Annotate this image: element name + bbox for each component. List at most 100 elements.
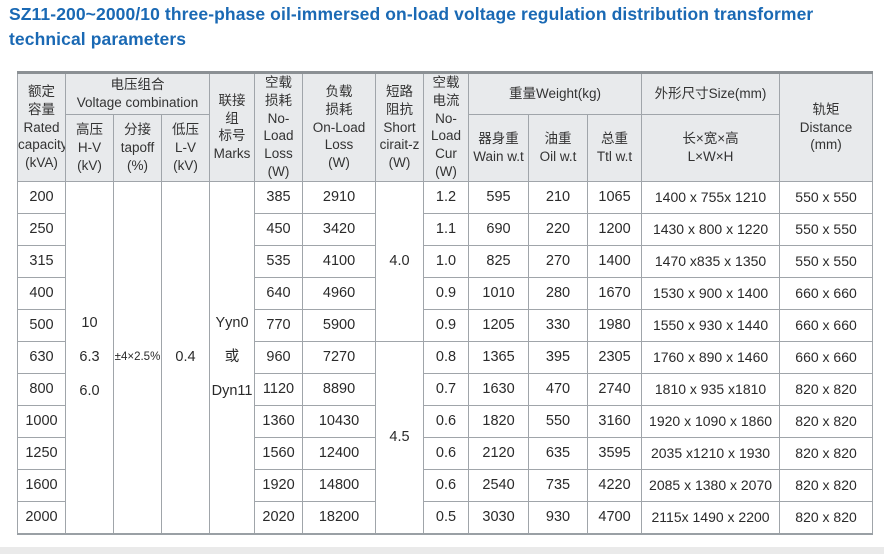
- cell-rated-capacity: 800: [17, 372, 66, 406]
- table-row: 250 450 3420 1.1 690 220 1200 1430 x 800 x 1220…: [17, 212, 874, 246]
- cell-no-load-current: 0.9: [423, 276, 470, 310]
- header-row-top: 额定 容量 Rated capacity (kVA) 电压组合 Voltage combi…: [17, 72, 874, 182]
- cell-oil-weight: 280: [528, 276, 589, 310]
- cell-size: 1550 x 930 x 1440: [641, 308, 781, 342]
- cell-no-load-loss: 2020: [254, 500, 304, 535]
- col-header-short-circuit-z: 短路 阻抗 Short cirait-z (W): [375, 72, 425, 182]
- cell-total-weight: 3595: [587, 436, 643, 470]
- cell-oil-weight: 330: [528, 308, 589, 342]
- cell-no-load-loss: 1920: [254, 468, 304, 502]
- cell-rated-capacity: 315: [17, 244, 66, 278]
- cell-no-load-current: 0.7: [423, 372, 470, 406]
- cell-rated-capacity: 400: [17, 276, 66, 310]
- cell-distance: 660 x 660: [779, 308, 874, 342]
- cell-rated-capacity: 1000: [17, 404, 66, 438]
- cell-rated-capacity: 630: [17, 340, 66, 374]
- cell-body-weight: 2540: [468, 468, 530, 502]
- cell-oil-weight: 635: [528, 436, 589, 470]
- cell-body-weight: 2120: [468, 436, 530, 470]
- cell-size: 2085 x 1380 x 2070: [641, 468, 781, 502]
- cell-oil-weight: 930: [528, 500, 589, 535]
- col-header-tapoff: 分接 tapoff (%): [113, 113, 162, 182]
- table-row: 315 535 4100 1.0 825 270 1400 1470 x835 x 1350 5…: [17, 244, 874, 278]
- cell-size: 1470 x835 x 1350: [641, 244, 781, 278]
- cell-size: 2035 x1210 x 1930: [641, 436, 781, 470]
- cell-body-weight: 1205: [468, 308, 530, 342]
- cell-rated-capacity: 1600: [17, 468, 66, 502]
- col-header-weight-group: 重量Weight(kg): [468, 72, 643, 115]
- cell-oil-weight: 470: [528, 372, 589, 406]
- cell-oil-weight: 550: [528, 404, 589, 438]
- cell-oil-weight: 210: [528, 180, 589, 214]
- cell-short-circuit-z: 4.0: [375, 180, 425, 342]
- cell-no-load-current: 0.5: [423, 500, 470, 535]
- cell-no-load-loss: 1560: [254, 436, 304, 470]
- table-row: 800 1120 8890 0.7 1630 470 2740 1810 x 935 x181…: [17, 372, 874, 406]
- table-row: 400 640 4960 0.9 1010 280 1670 1530 x 900 x 140…: [17, 276, 874, 310]
- cell-no-load-loss: 450: [254, 212, 304, 246]
- cell-lv-voltage: 0.4: [160, 180, 211, 535]
- cell-no-load-current: 1.1: [423, 212, 470, 246]
- cell-distance: 550 x 550: [779, 180, 874, 214]
- cell-distance: 660 x 660: [779, 340, 874, 374]
- cell-body-weight: 1365: [468, 340, 530, 374]
- col-header-no-load-current: 空载 电流 No-Load Cur (W): [423, 72, 470, 182]
- page-title: SZ11-200~2000/10 three-phase oil-immerse…: [9, 4, 814, 50]
- cell-total-weight: 2305: [587, 340, 643, 374]
- parameters-table: 额定 容量 Rated capacity (kVA) 电压组合 Voltage combi…: [17, 71, 874, 535]
- table-row: 500 770 5900 0.9 1205 330 1980 1550 x 930 x 144…: [17, 308, 874, 342]
- cell-body-weight: 1820: [468, 404, 530, 438]
- cell-distance: 660 x 660: [779, 276, 874, 310]
- cell-size: 1430 x 800 x 1220: [641, 212, 781, 246]
- cell-on-load-loss: 14800: [302, 468, 377, 502]
- cell-on-load-loss: 5900: [302, 308, 377, 342]
- table-row: 2000 2020 18200 0.5 3030 930 4700 2115x 1490 x …: [17, 500, 874, 535]
- cell-on-load-loss: 10430: [302, 404, 377, 438]
- cell-rated-capacity: 500: [17, 308, 66, 342]
- table-row: 200 10 6.3 6.0 ±4×2.5% 0.4 Yyn0 或 Dyn11 385 2910 4.…: [17, 180, 874, 535]
- col-header-on-load-loss: 负载 损耗 On-Load Loss (W): [302, 72, 377, 182]
- cell-no-load-loss: 535: [254, 244, 304, 278]
- cell-rated-capacity: 1250: [17, 436, 66, 470]
- cell-body-weight: 1010: [468, 276, 530, 310]
- bottom-edge-band: [0, 547, 884, 554]
- cell-rated-capacity: 250: [17, 212, 66, 246]
- cell-total-weight: 4220: [587, 468, 643, 502]
- col-header-distance: 轨矩 Distance (mm): [779, 72, 874, 182]
- cell-body-weight: 690: [468, 212, 530, 246]
- cell-size: 1920 x 1090 x 1860: [641, 404, 781, 438]
- cell-total-weight: 1200: [587, 212, 643, 246]
- cell-size: 1400 x 755x 1210: [641, 180, 781, 214]
- cell-body-weight: 3030: [468, 500, 530, 535]
- cell-no-load-loss: 640: [254, 276, 304, 310]
- cell-distance: 550 x 550: [779, 244, 874, 278]
- cell-size: 2115x 1490 x 2200: [641, 500, 781, 535]
- table-body: 200 10 6.3 6.0 ±4×2.5% 0.4 Yyn0 或 Dyn11 385 2910 4.…: [17, 180, 874, 535]
- cell-no-load-loss: 1360: [254, 404, 304, 438]
- cell-on-load-loss: 4960: [302, 276, 377, 310]
- cell-oil-weight: 220: [528, 212, 589, 246]
- cell-no-load-current: 0.6: [423, 404, 470, 438]
- table-row: 630 960 7270 4.5 0.8 1365 395 2305 1760 x 890 x …: [17, 340, 874, 535]
- cell-no-load-loss: 960: [254, 340, 304, 374]
- col-header-total-weight: 总重 Ttl w.t: [587, 113, 643, 182]
- cell-marks: Yyn0 或 Dyn11: [209, 180, 256, 535]
- col-header-oil-weight: 油重 Oil w.t: [528, 113, 589, 182]
- col-header-hv: 高压 H-V (kV): [65, 113, 114, 182]
- col-header-marks: 联接组标号 Marks: [209, 72, 256, 182]
- cell-oil-weight: 395: [528, 340, 589, 374]
- table-header: 额定 容量 Rated capacity (kVA) 电压组合 Voltage combi…: [17, 72, 874, 182]
- cell-rated-capacity: 200: [17, 180, 66, 214]
- cell-on-load-loss: 12400: [302, 436, 377, 470]
- cell-no-load-current: 0.6: [423, 436, 470, 470]
- cell-on-load-loss: 4100: [302, 244, 377, 278]
- cell-distance: 820 x 820: [779, 436, 874, 470]
- cell-distance: 820 x 820: [779, 500, 874, 535]
- cell-size: 1530 x 900 x 1400: [641, 276, 781, 310]
- cell-total-weight: 3160: [587, 404, 643, 438]
- col-header-lv: 低压 L-V (kV): [160, 113, 211, 182]
- header-row-bottom: 高压 H-V (kV) 分接 tapoff (%) 低压 L-V (kV) 器身重 Wain …: [18, 113, 873, 182]
- cell-short-circuit-z: 4.5: [375, 340, 425, 535]
- cell-total-weight: 1980: [587, 308, 643, 342]
